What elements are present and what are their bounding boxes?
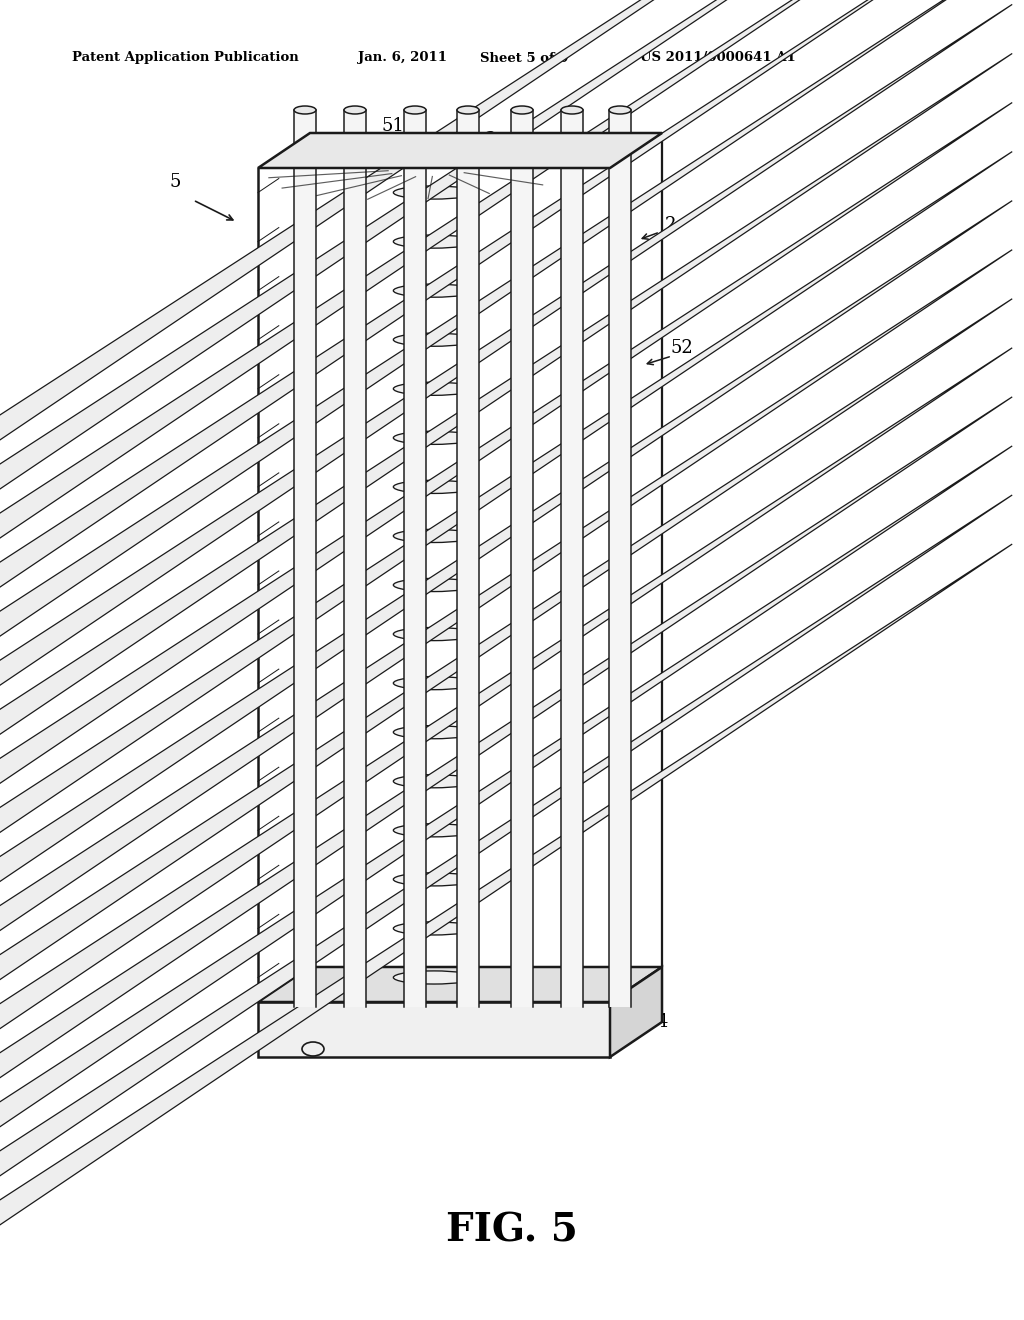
Polygon shape <box>0 201 1012 1320</box>
Ellipse shape <box>561 106 583 114</box>
Polygon shape <box>0 446 1012 1320</box>
Polygon shape <box>561 110 583 1007</box>
Polygon shape <box>258 133 662 168</box>
Polygon shape <box>0 397 1012 1320</box>
Text: 2: 2 <box>665 216 676 234</box>
Text: 4: 4 <box>656 1012 668 1031</box>
Ellipse shape <box>457 106 479 114</box>
Polygon shape <box>457 110 479 1007</box>
Ellipse shape <box>393 333 475 346</box>
Ellipse shape <box>393 235 475 248</box>
Ellipse shape <box>393 432 475 445</box>
Ellipse shape <box>393 677 475 689</box>
Ellipse shape <box>609 106 631 114</box>
Ellipse shape <box>393 578 475 591</box>
Polygon shape <box>0 152 1012 1320</box>
Polygon shape <box>609 110 631 1007</box>
Polygon shape <box>344 110 366 1007</box>
Ellipse shape <box>393 726 475 739</box>
Ellipse shape <box>393 921 475 935</box>
Polygon shape <box>258 1002 610 1057</box>
Polygon shape <box>0 249 1012 1320</box>
Text: Patent Application Publication: Patent Application Publication <box>72 51 299 65</box>
Polygon shape <box>511 110 534 1007</box>
Text: Jan. 6, 2011: Jan. 6, 2011 <box>358 51 447 65</box>
Text: Sheet 5 of 9: Sheet 5 of 9 <box>480 51 568 65</box>
Ellipse shape <box>393 873 475 886</box>
Polygon shape <box>404 110 426 1007</box>
Text: 3: 3 <box>484 131 496 149</box>
Ellipse shape <box>393 383 475 395</box>
Text: 52: 52 <box>671 339 693 356</box>
Ellipse shape <box>294 106 316 114</box>
Ellipse shape <box>393 775 475 788</box>
Polygon shape <box>0 347 1012 1320</box>
Ellipse shape <box>393 627 475 640</box>
Ellipse shape <box>393 480 475 494</box>
Ellipse shape <box>404 106 426 114</box>
Polygon shape <box>0 495 1012 1320</box>
Polygon shape <box>0 544 1012 1320</box>
Ellipse shape <box>393 972 475 983</box>
Text: FIG. 5: FIG. 5 <box>446 1210 578 1249</box>
Text: 51: 51 <box>382 117 404 135</box>
Ellipse shape <box>511 106 534 114</box>
Polygon shape <box>0 4 1012 1320</box>
Polygon shape <box>0 54 1012 1320</box>
Text: US 2011/0000641 A1: US 2011/0000641 A1 <box>640 51 796 65</box>
Ellipse shape <box>393 529 475 543</box>
Ellipse shape <box>393 284 475 297</box>
Ellipse shape <box>344 106 366 114</box>
Ellipse shape <box>393 186 475 199</box>
Polygon shape <box>258 968 662 1002</box>
Polygon shape <box>294 110 316 1007</box>
Polygon shape <box>0 298 1012 1320</box>
Text: 5: 5 <box>169 173 180 191</box>
Polygon shape <box>610 968 662 1057</box>
Ellipse shape <box>393 824 475 837</box>
Polygon shape <box>0 103 1012 1320</box>
